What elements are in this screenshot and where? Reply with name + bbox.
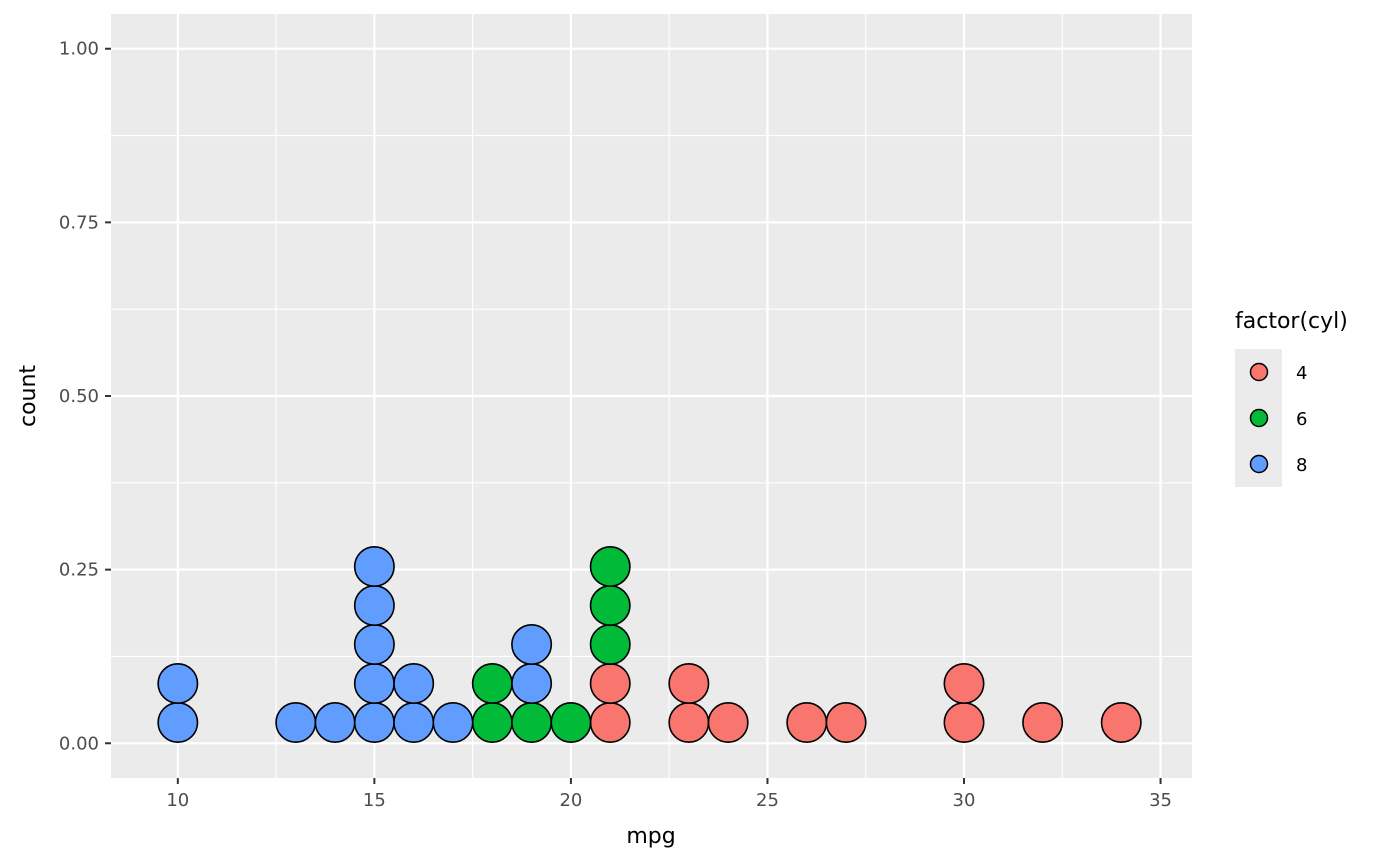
dot-cyl-6 [589, 545, 631, 587]
dot-cyl-4 [943, 662, 985, 704]
x-axis-title: mpg [626, 824, 675, 849]
legend-key-cyl-6 [1249, 408, 1269, 428]
dot-cyl-4 [943, 701, 985, 743]
dot-cyl-6 [471, 701, 513, 743]
legend-key-cyl-8 [1249, 454, 1269, 474]
dot-cyl-4 [589, 662, 631, 704]
y-tick-label: 0.00 [59, 733, 99, 754]
dot-cyl-8 [275, 701, 317, 743]
dot-cyl-4 [589, 701, 631, 743]
dot-cyl-4 [668, 701, 710, 743]
dot-cyl-8 [353, 584, 395, 626]
dot-cyl-8 [353, 623, 395, 665]
dot-cyl-8 [393, 701, 435, 743]
y-tick-label: 1.00 [59, 39, 99, 60]
dot-cyl-8 [353, 545, 395, 587]
legend: factor(cyl) 4 6 8 [1235, 309, 1348, 487]
x-tick-label: 20 [559, 790, 582, 811]
x-tick-label: 35 [1149, 790, 1172, 811]
y-tick-label: 0.25 [59, 560, 99, 581]
dot-cyl-8 [393, 662, 435, 704]
legend-key-cyl-4 [1249, 362, 1269, 382]
dot-cyl-8 [511, 623, 553, 665]
y-axis-title: count [16, 365, 41, 427]
legend-title: factor(cyl) [1235, 309, 1348, 334]
y-tick-label: 0.50 [59, 386, 99, 407]
dot-cyl-6 [471, 662, 513, 704]
dot-cyl-4 [707, 701, 749, 743]
dot-cyl-8 [157, 662, 199, 704]
dot-cyl-6 [589, 584, 631, 626]
dot-cyl-8 [353, 701, 395, 743]
dot-cyl-8 [353, 662, 395, 704]
y-tick-label: 0.75 [59, 212, 99, 233]
dot-cyl-4 [668, 662, 710, 704]
dot-cyl-6 [550, 701, 592, 743]
dot-cyl-8 [314, 701, 356, 743]
legend-label-cyl-6: 6 [1296, 409, 1307, 430]
dot-cyl-4 [825, 701, 867, 743]
legend-label-cyl-4: 4 [1296, 363, 1307, 384]
legend-label-cyl-8: 8 [1296, 455, 1307, 476]
dot-cyl-4 [786, 701, 828, 743]
x-tick-label: 30 [953, 790, 976, 811]
dot-cyl-4 [1100, 701, 1142, 743]
dot-cyl-8 [432, 701, 474, 743]
x-tick-label: 25 [756, 790, 779, 811]
x-axis: 10 15 20 25 30 35 [166, 778, 1172, 811]
dot-cyl-6 [511, 701, 553, 743]
dot-cyl-8 [511, 662, 553, 704]
x-tick-label: 15 [363, 790, 386, 811]
data-dots [157, 545, 1142, 743]
dot-cyl-8 [157, 701, 199, 743]
dot-cyl-6 [589, 623, 631, 665]
x-tick-label: 10 [166, 790, 189, 811]
dot-cyl-4 [1022, 701, 1064, 743]
y-axis: 0.00 0.25 0.50 0.75 1.00 [59, 39, 111, 754]
